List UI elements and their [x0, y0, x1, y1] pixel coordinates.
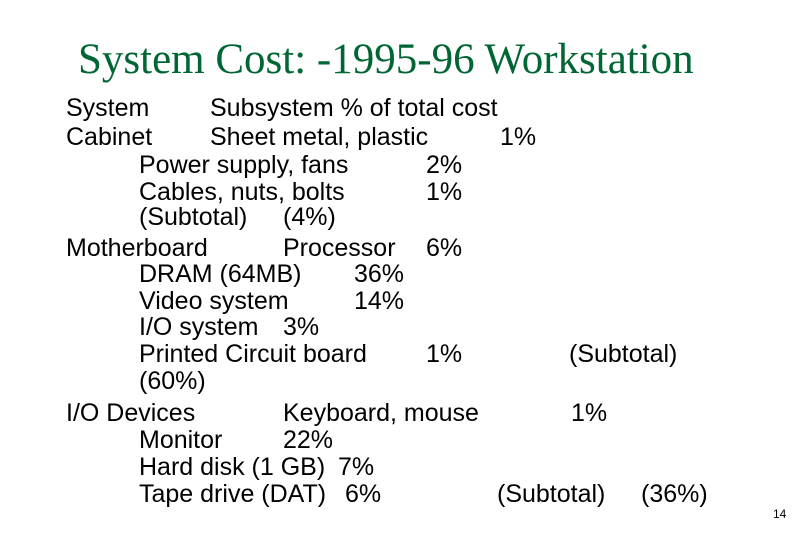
subsystem-name: Processor	[283, 234, 396, 262]
subsystem-name: Keyboard, mouse	[283, 399, 479, 427]
subsystem-pct: 2%	[426, 151, 463, 179]
subsystem-name: Tape drive (DAT)	[139, 480, 327, 508]
system-cabinet: Cabinet	[66, 123, 153, 151]
subsystem-name: Printed Circuit board	[139, 340, 367, 368]
subsystem-name: Cables, nuts, bolts	[139, 178, 345, 206]
subsystem-pct: 6%	[426, 234, 463, 262]
subtotal-value: (60%)	[139, 367, 206, 395]
subtotal-label: (Subtotal)	[139, 203, 248, 231]
subsystem-pct: 36%	[354, 260, 405, 288]
subsystem-pct: 7%	[338, 453, 375, 481]
header-subsystem: Subsystem % of total cost	[210, 94, 498, 122]
subtotal-label: (Subtotal)	[569, 340, 678, 368]
subsystem-name: Power supply, fans	[139, 151, 349, 179]
page-number: 14	[773, 507, 787, 521]
subsystem-pct: 1%	[571, 399, 608, 427]
subsystem-name: Monitor	[139, 426, 223, 454]
subsystem-name: Sheet metal, plastic	[210, 123, 429, 151]
subsystem-pct: 1%	[426, 178, 463, 206]
subtotal-value: (36%)	[641, 480, 708, 508]
system-motherboard: Motherboard	[66, 234, 208, 262]
subsystem-name: DRAM (64MB)	[139, 260, 302, 288]
subsystem-pct: 1%	[426, 340, 463, 368]
subsystem-pct: 1%	[500, 123, 537, 151]
subsystem-pct: 22%	[283, 426, 334, 454]
subtotal-value: (4%)	[283, 203, 336, 231]
subsystem-name: Video system	[139, 287, 289, 315]
slide-title: System Cost: -1995-96 Workstation	[78, 36, 694, 83]
subtotal-label: (Subtotal)	[497, 480, 606, 508]
subsystem-pct: 14%	[354, 287, 405, 315]
subsystem-pct: 3%	[283, 313, 320, 341]
system-io-devices: I/O Devices	[66, 399, 196, 427]
subsystem-pct: 6%	[345, 480, 382, 508]
subsystem-name: I/O system	[139, 313, 259, 341]
header-system: System	[66, 94, 150, 122]
subsystem-name: Hard disk (1 GB)	[139, 453, 326, 481]
